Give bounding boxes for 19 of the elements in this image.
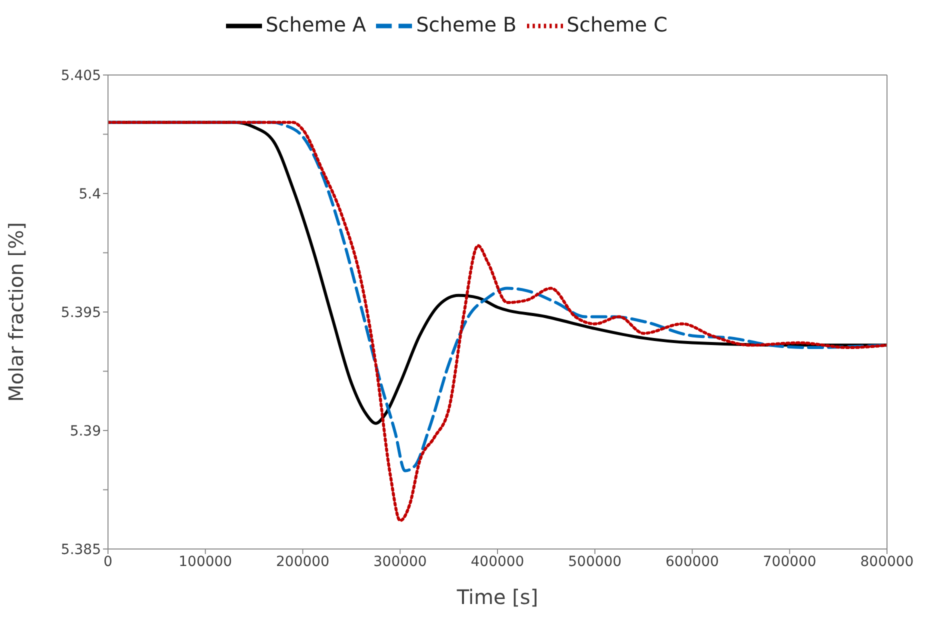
x-tick-label: 700000 bbox=[762, 554, 816, 570]
x-tick-label: 0 bbox=[104, 554, 112, 570]
legend-label: Scheme B bbox=[416, 12, 517, 36]
x-tick-label: 200000 bbox=[276, 554, 330, 570]
y-tick-label: 5.4 bbox=[78, 186, 102, 202]
legend-label: Scheme C bbox=[566, 12, 668, 36]
legend-label: Scheme A bbox=[266, 12, 366, 36]
x-tick-label: 400000 bbox=[470, 554, 524, 570]
x-tick-label: 100000 bbox=[178, 554, 232, 570]
y-tick-label: 5.39 bbox=[70, 423, 101, 440]
x-axis-title: Time [s] bbox=[456, 585, 538, 609]
x-tick-label: 300000 bbox=[373, 554, 427, 570]
x-tick-label: 600000 bbox=[666, 554, 719, 570]
x-tick-label: 800000 bbox=[860, 554, 914, 570]
y-axis-title: Molar fraction [%] bbox=[4, 222, 28, 402]
y-tick-label: 5.385 bbox=[60, 542, 101, 558]
y-tick-label: 5.395 bbox=[60, 304, 101, 321]
y-tick-label: 5.405 bbox=[60, 68, 101, 84]
x-tick-label: 500000 bbox=[568, 554, 622, 570]
